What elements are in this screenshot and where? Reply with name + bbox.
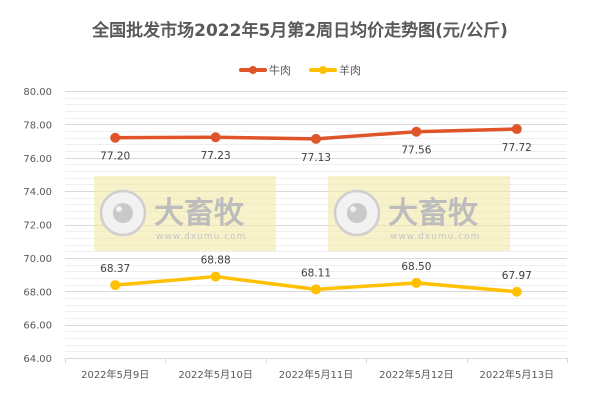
- y-axis: 80.00 78.00 76.00 74.00 72.00 70.00 68.00 66.00…: [23, 87, 52, 365]
- data-label: 68.11: [301, 267, 331, 279]
- x-tick-label: 2022年5月9日: [81, 368, 149, 381]
- legend-item-beef[interactable]: 牛肉: [239, 62, 291, 78]
- watermark-url: www.dxumu.com: [156, 232, 246, 242]
- y-tick-label: 78.00: [23, 120, 52, 131]
- data-label: 77.56: [401, 145, 431, 157]
- data-label: 68.88: [201, 255, 231, 267]
- y-tick-label: 72.00: [23, 221, 52, 232]
- y-tick-label: 74.00: [23, 187, 52, 198]
- data-point-marker[interactable]: [311, 284, 321, 295]
- data-label: 77.72: [502, 142, 532, 154]
- data-point-marker[interactable]: [311, 133, 321, 144]
- data-label: 77.20: [100, 151, 130, 163]
- data-label: 77.13: [301, 152, 331, 164]
- series-mutton: 68.37 68.88 68.11 68.50 67.97: [100, 255, 532, 297]
- legend-label: 羊肉: [339, 64, 361, 77]
- legend: 牛肉 羊肉: [0, 62, 600, 78]
- data-label: 77.23: [201, 150, 231, 162]
- data-point-marker[interactable]: [210, 132, 221, 143]
- data-label: 67.97: [502, 270, 532, 282]
- data-point-marker[interactable]: [411, 277, 422, 288]
- legend-line-marker-icon: [239, 66, 267, 74]
- series-beef: 77.20 77.23 77.13 77.56 77.72: [100, 124, 532, 164]
- data-point-marker[interactable]: [411, 126, 422, 137]
- y-tick-label: 68.00: [23, 287, 52, 298]
- data-label: 68.37: [100, 263, 130, 275]
- y-tick-label: 66.00: [23, 321, 52, 332]
- data-label: 68.50: [401, 261, 431, 273]
- y-tick-label: 70.00: [23, 254, 52, 265]
- legend-line-marker-icon: [309, 66, 337, 74]
- legend-label: 牛肉: [269, 64, 291, 77]
- data-point-marker[interactable]: [511, 124, 522, 135]
- y-tick-label: 64.00: [23, 354, 52, 365]
- x-axis: 2022年5月9日 2022年5月10日 2022年5月11日 2022年5月12日 2…: [65, 358, 568, 381]
- y-tick-label: 80.00: [23, 87, 52, 98]
- data-point-marker[interactable]: [511, 286, 522, 297]
- x-tick-label: 2022年5月10日: [178, 368, 253, 381]
- watermark-url: www.dxumu.com: [390, 232, 480, 242]
- series-lines: 77.20 77.23 77.13 77.56 77.72 68.37 68.88 68.11…: [100, 124, 532, 297]
- data-point-marker[interactable]: [110, 132, 121, 143]
- watermark-brand: 大畜牧: [388, 196, 479, 231]
- data-point-marker[interactable]: [210, 271, 221, 282]
- chart-title: 全国批发市场2022年5月第2周日均价走势图(元/公斤): [92, 21, 508, 41]
- watermark-brand: 大畜牧: [154, 196, 245, 231]
- x-tick-label: 2022年5月13日: [480, 368, 555, 381]
- y-tick-label: 76.00: [23, 154, 52, 165]
- x-tick-label: 2022年5月12日: [379, 368, 454, 381]
- x-tick-label: 2022年5月11日: [279, 368, 354, 381]
- legend-item-mutton[interactable]: 羊肉: [309, 62, 361, 78]
- data-point-marker[interactable]: [110, 280, 121, 291]
